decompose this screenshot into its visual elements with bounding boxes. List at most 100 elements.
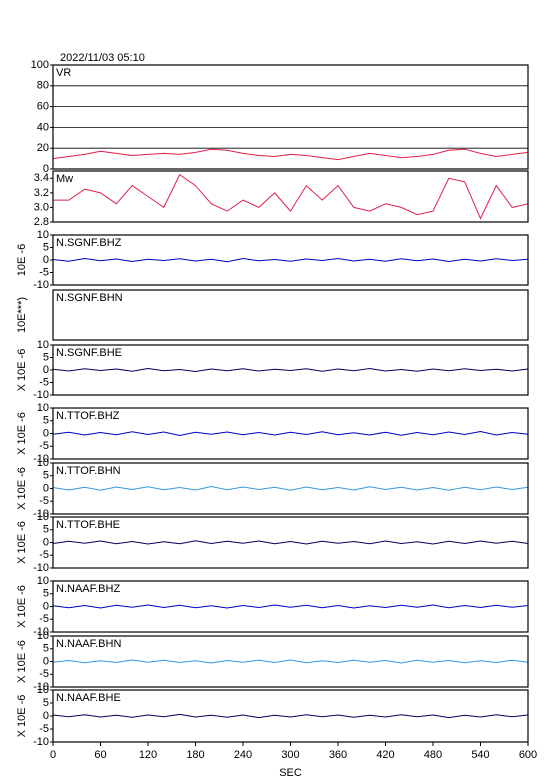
x-tick-label: 360	[329, 749, 347, 761]
y-tick-label: 10	[37, 457, 49, 469]
y-tick-label: -5	[39, 549, 49, 561]
data-line	[52, 367, 529, 373]
panel-title: N.NAAF.BHZ	[56, 583, 120, 595]
panel-title: VR	[56, 67, 71, 79]
y-tick-label: 5	[43, 643, 49, 655]
y-axis-label: X 10E -6	[16, 585, 28, 628]
data-line	[53, 173, 529, 220]
x-tick-label: 480	[424, 749, 442, 761]
data-line	[52, 713, 529, 719]
x-tick-label: 120	[139, 749, 157, 761]
y-tick-label: 10	[37, 339, 49, 351]
data-line	[52, 485, 529, 491]
y-tick-label: -10	[33, 562, 49, 574]
y-tick-label: -5	[39, 668, 49, 680]
y-tick-label: 20	[37, 142, 49, 154]
y-axis-label: X 10E -6	[16, 640, 28, 683]
y-tick-label: 10	[37, 630, 49, 642]
panel-title: N.TTOF.BHE	[56, 519, 120, 531]
y-tick-label: 5	[43, 470, 49, 482]
panel-frame	[52, 462, 529, 515]
panel-frame	[52, 580, 529, 633]
y-tick-label: -5	[39, 495, 49, 507]
y-tick-label: -10	[33, 389, 49, 401]
panel-title: N.SGNF.BHE	[56, 347, 122, 359]
panel-title: N.TTOF.BHZ	[56, 410, 120, 422]
x-tick-label: 60	[94, 749, 106, 761]
y-axis-label: X 10E -6	[16, 521, 28, 564]
header-date: 2022/11/03 05:10	[60, 52, 145, 64]
y-tick-label: -5	[39, 613, 49, 625]
panel-frame	[52, 635, 529, 688]
y-tick-label: 0	[43, 710, 49, 722]
y-tick-label: 10	[37, 684, 49, 696]
y-tick-label: 0	[43, 655, 49, 667]
y-tick-label: -5	[39, 376, 49, 388]
y-axis-label: 10E -6	[16, 244, 28, 276]
y-tick-label: -10	[33, 681, 49, 693]
panel-title: N.NAAF.BHN	[56, 638, 121, 650]
panel-title: Mw	[56, 173, 73, 185]
y-tick-label: -10	[33, 279, 49, 291]
y-tick-label: 2.8	[34, 216, 49, 228]
y-tick-label: 10	[37, 229, 49, 241]
x-tick-label: 300	[281, 749, 299, 761]
panel-title: N.TTOF.BHN	[56, 465, 121, 477]
y-tick-label: -10	[33, 626, 49, 638]
y-tick-label: -10	[33, 453, 49, 465]
panel-frame	[52, 234, 529, 286]
x-axis-label: SEC	[279, 767, 302, 779]
y-axis-label: X 10E -6	[16, 412, 28, 455]
y-tick-label: 80	[37, 80, 49, 92]
y-tick-label: 3.2	[34, 187, 49, 199]
data-line	[52, 148, 529, 161]
data-line	[52, 540, 529, 545]
y-tick-label: 0	[43, 364, 49, 376]
y-tick-label: -10	[33, 736, 49, 748]
y-tick-label: 5	[43, 697, 49, 709]
y-tick-label: 5	[43, 524, 49, 536]
panel-frame	[52, 289, 529, 341]
panel-title: N.SGNF.BHZ	[56, 237, 122, 249]
y-tick-label: 10	[37, 575, 49, 587]
x-tick-label: 240	[234, 749, 252, 761]
x-tick-label: 0	[50, 749, 56, 761]
y-tick-label: 10	[37, 511, 49, 523]
y-tick-label: 100	[31, 59, 49, 71]
y-tick-label: 5	[43, 241, 49, 253]
y-tick-label: 40	[37, 121, 49, 133]
y-tick-label: 0	[43, 600, 49, 612]
x-tick-label: 540	[471, 749, 489, 761]
data-line	[52, 604, 529, 609]
y-axis-label: 10E***)	[16, 297, 28, 333]
y-tick-label: 60	[37, 101, 49, 113]
data-line	[52, 430, 529, 437]
data-line	[52, 659, 529, 664]
y-tick-label: 0	[43, 427, 49, 439]
y-tick-label: 10	[37, 402, 49, 414]
y-tick-label: 5	[43, 588, 49, 600]
y-tick-label: -10	[33, 508, 49, 520]
y-tick-label: 5	[43, 415, 49, 427]
panel-title: N.NAAF.BHE	[56, 692, 121, 704]
y-tick-label: 0	[43, 536, 49, 548]
panel-title: N.SGNF.BHN	[56, 292, 123, 304]
x-tick-label: 600	[519, 749, 537, 761]
panel-frame	[52, 170, 529, 223]
panel-frame	[52, 407, 529, 460]
y-axis-label: X 10E -6	[16, 695, 28, 738]
x-tick-label: 180	[186, 749, 204, 761]
y-tick-label: 5	[43, 351, 49, 363]
y-tick-label: 0	[43, 254, 49, 266]
y-tick-label: -5	[39, 266, 49, 278]
y-axis-label: X 10E -6	[16, 467, 28, 510]
y-axis-label: X 10E -6	[16, 349, 28, 392]
panel-frame	[52, 64, 529, 170]
panel-frame	[52, 344, 529, 396]
x-tick-label: 420	[376, 749, 394, 761]
y-tick-label: 3.4	[34, 172, 49, 184]
y-tick-label: 3.0	[34, 201, 49, 213]
y-tick-label: -5	[39, 723, 49, 735]
data-line	[52, 257, 529, 263]
